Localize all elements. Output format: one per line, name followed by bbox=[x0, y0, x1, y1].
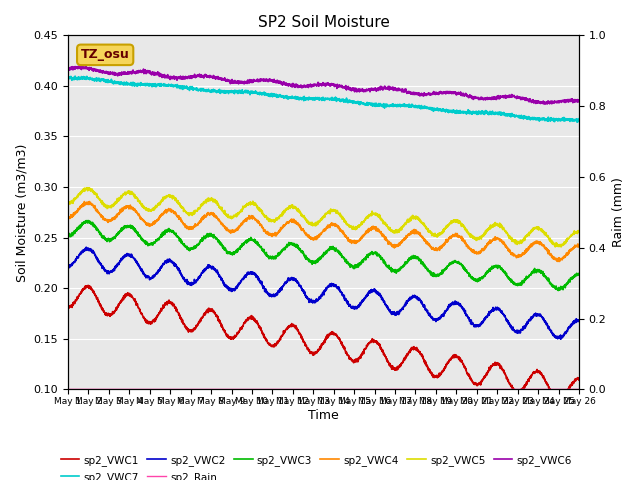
sp2_Rain bbox=[64, 386, 72, 392]
Legend: sp2_VWC7, sp2_Rain: sp2_VWC7, sp2_Rain bbox=[56, 468, 221, 480]
sp2_VWC2 bbox=[481, 316, 488, 322]
sp2_VWC1 bbox=[349, 359, 357, 365]
sp2_Rain bbox=[520, 386, 528, 392]
sp2_VWC1 bbox=[554, 397, 562, 403]
sp2_VWC4 bbox=[349, 238, 357, 243]
sp2_VWC7 bbox=[573, 120, 581, 125]
sp2_VWC1 bbox=[262, 338, 270, 344]
Line: sp2_VWC7: sp2_VWC7 bbox=[68, 76, 579, 122]
sp2_VWC6 bbox=[349, 85, 357, 91]
sp2_VWC3 bbox=[64, 232, 72, 238]
sp2_VWC3 bbox=[575, 272, 583, 277]
sp2_VWC6 bbox=[75, 63, 83, 69]
Y-axis label: Raim (mm): Raim (mm) bbox=[612, 178, 625, 247]
sp2_VWC6 bbox=[543, 101, 551, 107]
sp2_Rain bbox=[262, 386, 270, 392]
Line: sp2_VWC5: sp2_VWC5 bbox=[68, 188, 579, 247]
sp2_VWC7 bbox=[75, 74, 83, 80]
sp2_Rain bbox=[501, 386, 509, 392]
sp2_VWC2 bbox=[349, 304, 357, 310]
sp2_VWC2 bbox=[575, 317, 583, 323]
sp2_Rain bbox=[75, 386, 83, 392]
sp2_VWC6 bbox=[575, 98, 583, 104]
sp2_VWC1 bbox=[520, 385, 528, 391]
sp2_VWC5 bbox=[83, 185, 91, 191]
sp2_VWC5 bbox=[557, 244, 565, 250]
sp2_VWC1 bbox=[64, 303, 72, 309]
sp2_VWC6 bbox=[64, 65, 72, 71]
Y-axis label: Soil Moisture (m3/m3): Soil Moisture (m3/m3) bbox=[15, 143, 28, 282]
sp2_VWC1 bbox=[75, 293, 83, 299]
Line: sp2_VWC2: sp2_VWC2 bbox=[68, 247, 579, 339]
sp2_VWC2 bbox=[557, 336, 564, 342]
sp2_VWC6 bbox=[262, 78, 270, 84]
X-axis label: Time: Time bbox=[308, 409, 339, 422]
sp2_VWC5 bbox=[349, 223, 357, 229]
sp2_VWC7 bbox=[501, 111, 509, 117]
sp2_VWC5 bbox=[520, 235, 528, 240]
sp2_VWC2 bbox=[83, 244, 90, 250]
sp2_VWC4 bbox=[520, 251, 528, 257]
sp2_VWC3 bbox=[75, 226, 83, 232]
sp2_VWC7 bbox=[262, 92, 270, 98]
sp2_VWC6 bbox=[501, 93, 509, 98]
Text: TZ_osu: TZ_osu bbox=[81, 48, 129, 61]
Title: SP2 Soil Moisture: SP2 Soil Moisture bbox=[257, 15, 389, 30]
sp2_VWC6 bbox=[520, 96, 528, 101]
sp2_Rain bbox=[575, 386, 583, 392]
sp2_VWC2 bbox=[501, 313, 509, 319]
sp2_VWC3 bbox=[481, 273, 488, 278]
sp2_VWC7 bbox=[520, 113, 528, 119]
sp2_VWC3 bbox=[84, 217, 92, 223]
sp2_VWC3 bbox=[262, 250, 270, 255]
sp2_VWC5 bbox=[501, 228, 509, 234]
sp2_VWC4 bbox=[481, 246, 488, 252]
sp2_VWC4 bbox=[86, 199, 93, 204]
sp2_VWC3 bbox=[554, 288, 562, 293]
sp2_VWC2 bbox=[75, 255, 83, 261]
sp2_VWC3 bbox=[520, 277, 528, 283]
sp2_VWC2 bbox=[262, 290, 270, 296]
sp2_VWC3 bbox=[349, 264, 357, 269]
sp2_VWC7 bbox=[349, 99, 357, 105]
sp2_VWC2 bbox=[520, 325, 528, 331]
sp2_VWC4 bbox=[262, 229, 270, 235]
sp2_VWC5 bbox=[64, 201, 72, 206]
sp2_VWC6 bbox=[77, 63, 84, 69]
Line: sp2_VWC4: sp2_VWC4 bbox=[68, 202, 579, 262]
sp2_Rain bbox=[480, 386, 488, 392]
sp2_VWC7 bbox=[575, 116, 583, 122]
sp2_VWC5 bbox=[262, 214, 270, 220]
sp2_VWC4 bbox=[64, 215, 72, 220]
sp2_VWC1 bbox=[575, 377, 583, 383]
sp2_VWC6 bbox=[481, 96, 488, 101]
sp2_VWC4 bbox=[556, 259, 563, 264]
sp2_VWC5 bbox=[575, 229, 583, 235]
sp2_VWC3 bbox=[501, 270, 509, 276]
sp2_VWC1 bbox=[481, 375, 488, 381]
Line: sp2_VWC6: sp2_VWC6 bbox=[68, 66, 579, 104]
sp2_Rain bbox=[349, 386, 357, 392]
sp2_VWC2 bbox=[64, 264, 72, 270]
sp2_VWC5 bbox=[75, 191, 83, 197]
sp2_VWC1 bbox=[501, 372, 509, 377]
sp2_VWC7 bbox=[64, 73, 72, 79]
sp2_VWC1 bbox=[84, 283, 92, 288]
Legend: sp2_VWC1, sp2_VWC2, sp2_VWC3, sp2_VWC4, sp2_VWC5, sp2_VWC6: sp2_VWC1, sp2_VWC2, sp2_VWC3, sp2_VWC4, … bbox=[56, 451, 576, 470]
sp2_VWC7 bbox=[480, 109, 488, 115]
sp2_VWC4 bbox=[75, 207, 83, 213]
Line: sp2_VWC3: sp2_VWC3 bbox=[68, 220, 579, 290]
sp2_VWC4 bbox=[501, 242, 509, 248]
Line: sp2_VWC1: sp2_VWC1 bbox=[68, 286, 579, 400]
sp2_VWC5 bbox=[481, 230, 488, 236]
sp2_VWC4 bbox=[575, 242, 583, 248]
